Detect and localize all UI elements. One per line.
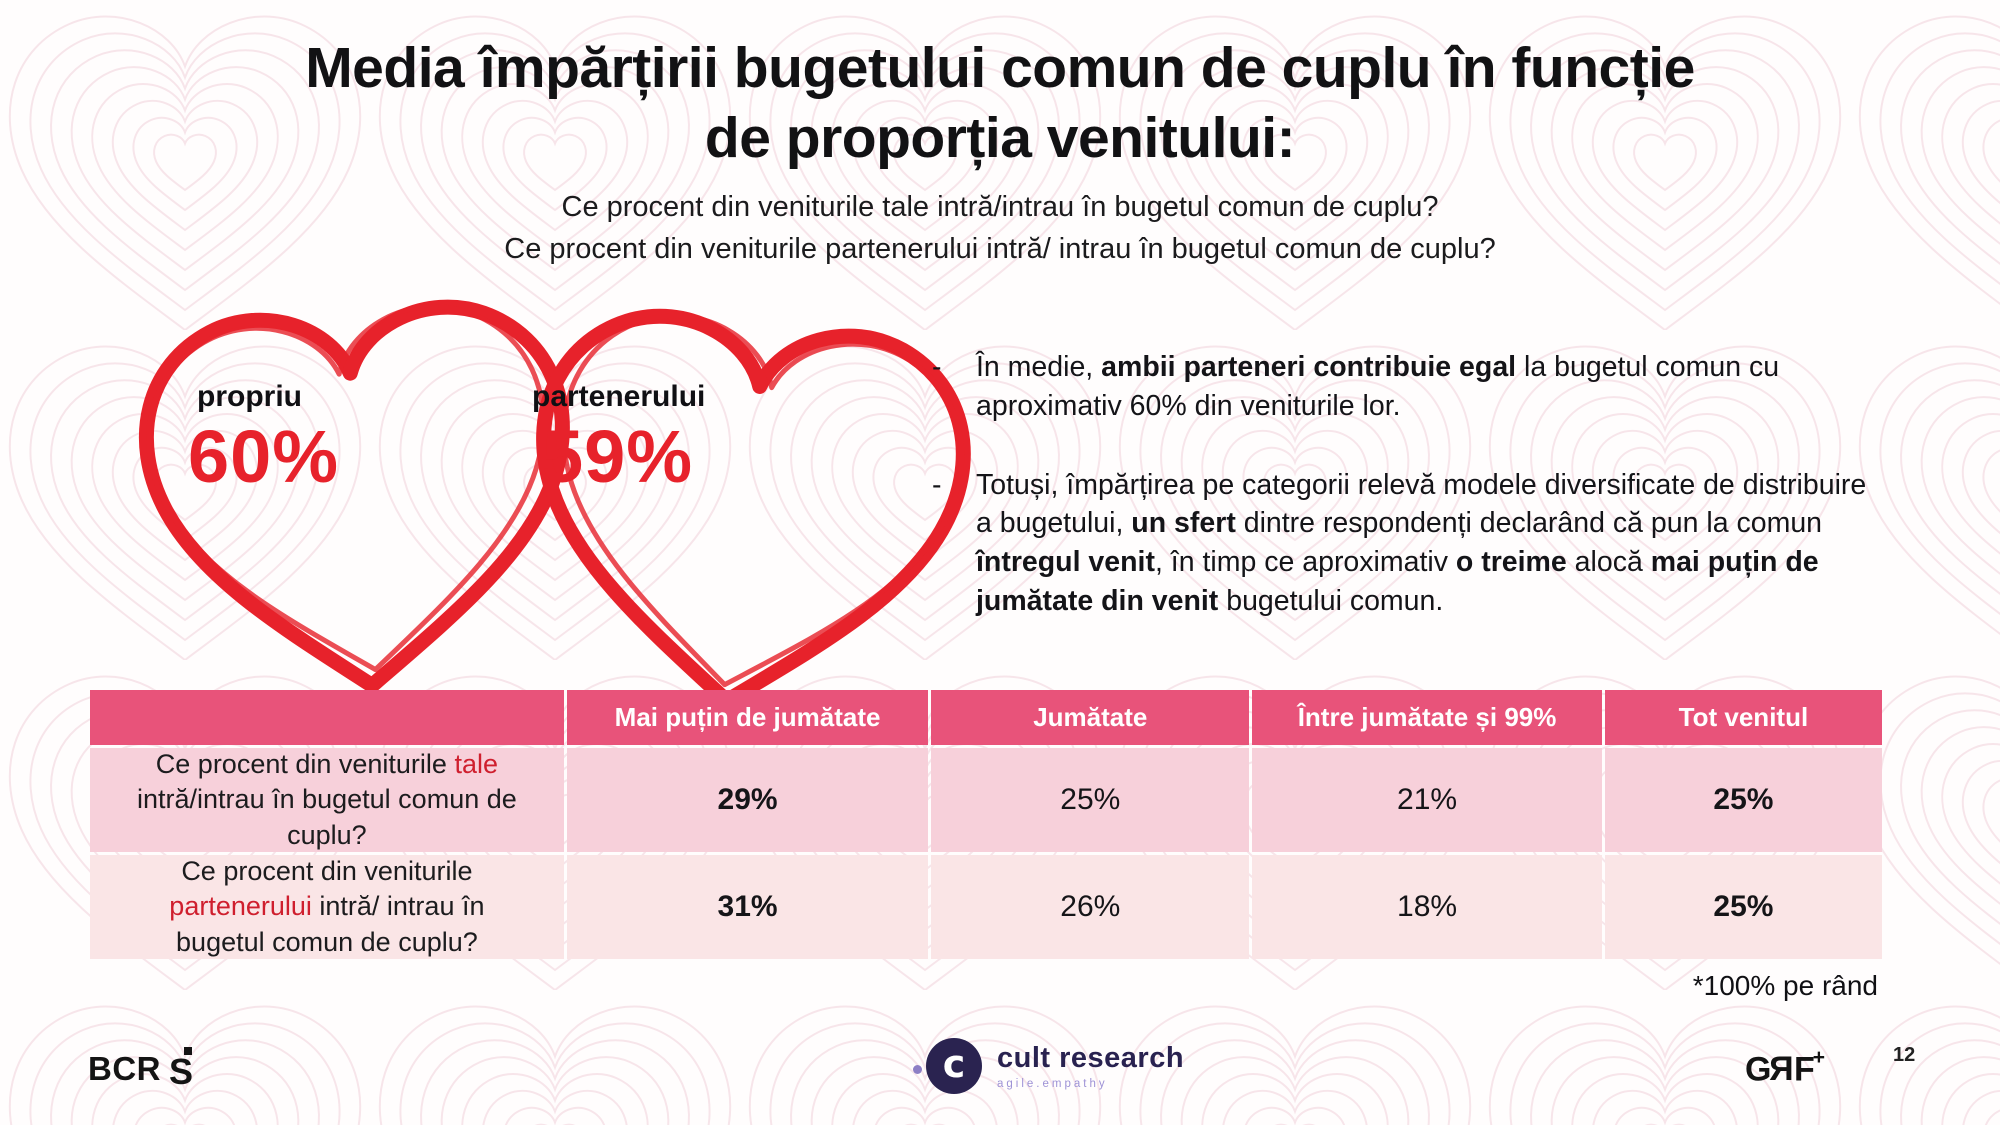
cult-research-name: cult research — [997, 1042, 1185, 1074]
grf-logo: GRF+ — [1745, 1046, 1825, 1089]
finding-item-1: - În medie, ambii parteneri contribuie e… — [918, 348, 1883, 426]
row2-value-4: 25% — [1604, 855, 1882, 959]
subtitle-line2: Ce procent din veniturile partenerului i… — [504, 233, 1496, 266]
header-less-than-half: Mai puțin de jumătate — [566, 690, 929, 745]
page-title-line2: de proporția venitului: — [704, 105, 1296, 170]
finding-item-2: - Totuși, împărțirea pe categorii relevă… — [918, 466, 1883, 621]
table-footnote: *100% pe rând — [1692, 970, 1878, 1001]
row2-value-1: 31% — [566, 855, 929, 959]
key-findings: - În medie, ambii parteneri contribuie e… — [918, 348, 1883, 621]
row1-value-2: 25% — [931, 748, 1250, 852]
row2-value-2: 26% — [931, 855, 1250, 959]
cult-dot-icon — [913, 1065, 922, 1074]
double-heart-icon — [100, 288, 1020, 713]
row2-value-3: 18% — [1252, 855, 1602, 959]
row2-label-highlight: partenerului — [169, 891, 312, 922]
grf-mirrored-r: R — [1770, 1050, 1795, 1089]
own-income-value: 60% — [188, 415, 340, 498]
finding-text-2: Totuși, împărțirea pe categorii relevă m… — [976, 468, 1867, 617]
bcr-logo: BCR S — [88, 1046, 193, 1089]
grf-plus: + — [1812, 1046, 1825, 1069]
header-all-income: Tot venitul — [1604, 690, 1882, 745]
partner-income-label: partenerului — [532, 380, 706, 413]
row1-value-1: 29% — [566, 748, 929, 852]
subtitle-line1: Ce procent din veniturile tale intră/int… — [561, 191, 1439, 223]
budget-share-table: Mai puțin de jumătate Jumătate Între jum… — [90, 690, 1882, 959]
subtitle: Ce procent din veniturile tale intră/int… — [0, 186, 2000, 270]
erste-s-icon: S — [169, 1046, 193, 1089]
page-title: Media împărțirii bugetului comun de cupl… — [0, 34, 2000, 173]
hearts-illustration: propriu 60% partenerului 59% — [100, 288, 1020, 713]
row1-label-highlight: tale — [454, 749, 498, 780]
page-title-line1: Media împărțirii bugetului comun de cupl… — [305, 36, 1695, 100]
cult-research-tagline: agile.empathy — [997, 1078, 1108, 1090]
finding-text-1: În medie, ambii parteneri contribuie ega… — [976, 351, 1780, 422]
bcr-logo-text: BCR — [88, 1050, 161, 1087]
header-empty-cell — [90, 690, 564, 745]
cult-research-icon: c — [913, 1038, 982, 1094]
row1-value-4: 25% — [1604, 748, 1882, 852]
partner-income-value: 59% — [542, 415, 694, 498]
header-half: Jumătate — [931, 690, 1250, 745]
row2-label: Ce procent din veniturile partenerului i… — [90, 855, 564, 959]
row1-label: Ce procent din veniturile tale intră/int… — [90, 748, 564, 852]
own-income-label: propriu — [197, 380, 302, 413]
bullet-dash: - — [932, 351, 942, 383]
page-number: 12 — [1893, 1044, 1916, 1066]
cult-research-logo: c cult research agile.empathy — [913, 1038, 1185, 1094]
bullet-dash: - — [932, 468, 942, 501]
header-between-half-99: Între jumătate și 99% — [1252, 690, 1602, 745]
row1-value-3: 21% — [1252, 748, 1602, 852]
